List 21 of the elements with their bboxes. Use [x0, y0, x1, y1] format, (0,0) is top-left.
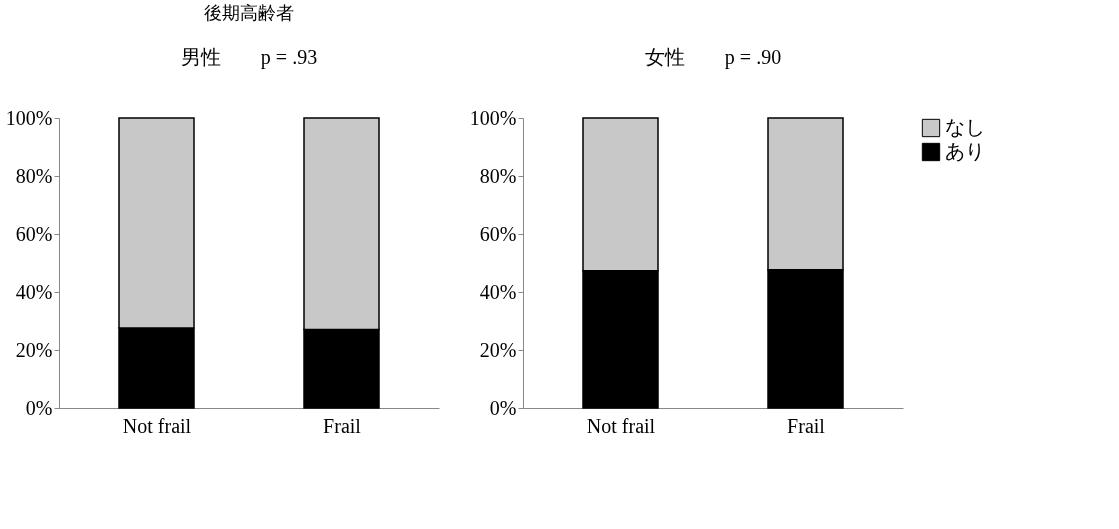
y-tick-label: 80%: [479, 164, 517, 187]
y-tick-label: 80%: [15, 164, 53, 187]
x-tick-label: Not frail: [586, 414, 656, 437]
y-tick-label: 0%: [489, 396, 517, 419]
y-tick-label: 40%: [15, 280, 53, 303]
legend-label: あり: [945, 140, 985, 162]
chart-subtitle: 男性 p = .93: [180, 46, 318, 69]
y-tick-label: 100%: [5, 106, 53, 129]
x-tick-label: Not frail: [122, 414, 192, 437]
x-tick-label: Frail: [787, 414, 826, 437]
chart-title: 後期高齢者: [204, 3, 294, 23]
y-tick-label: 20%: [15, 338, 53, 361]
x-tick-label: Frail: [323, 414, 362, 437]
chart-subtitle: 女性 p = .90: [644, 46, 782, 69]
legend-label: なし: [945, 116, 985, 138]
y-tick-label: 0%: [25, 396, 53, 419]
y-tick-label: 60%: [479, 222, 517, 245]
y-tick-label: 60%: [15, 222, 53, 245]
y-tick-label: 20%: [479, 338, 517, 361]
y-tick-label: 40%: [479, 280, 517, 303]
y-tick-label: 100%: [469, 106, 517, 129]
